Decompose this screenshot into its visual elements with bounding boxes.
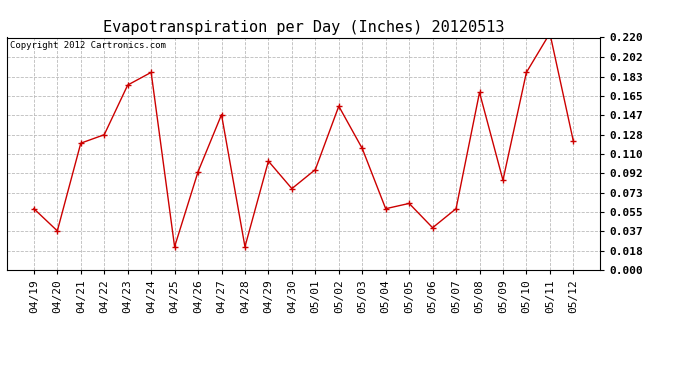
Text: Copyright 2012 Cartronics.com: Copyright 2012 Cartronics.com [10, 41, 166, 50]
Title: Evapotranspiration per Day (Inches) 20120513: Evapotranspiration per Day (Inches) 2012… [103, 20, 504, 35]
